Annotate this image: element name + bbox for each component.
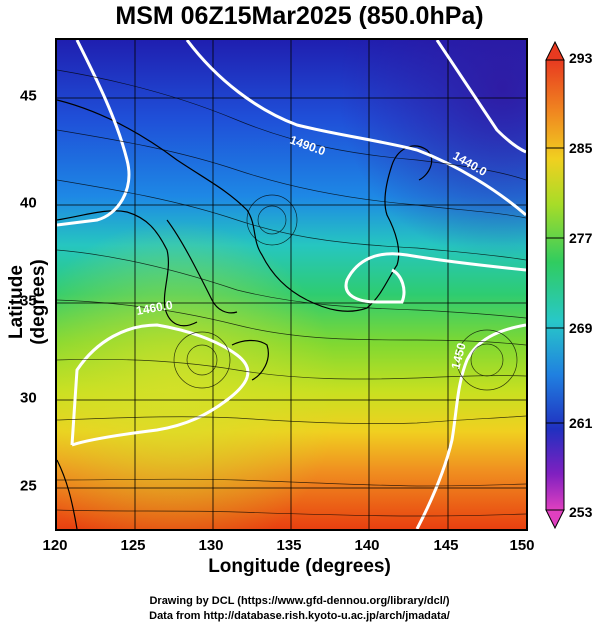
- temperature-field-svg: 1490.0 1440.0 1450 1460.0: [57, 40, 526, 529]
- colorbar-tick-253: 253: [569, 504, 593, 520]
- x-tick-135: 135: [276, 537, 302, 554]
- colorbar-tick-277: 277: [569, 230, 593, 246]
- x-tick-125: 125: [120, 537, 146, 554]
- colorbar: [545, 40, 565, 530]
- contour-label-1460: 1460.0: [135, 298, 174, 318]
- credit-drawing: Drawing by DCL (https://www.gfd-dennou.o…: [149, 595, 450, 607]
- wind-streamlines: [57, 69, 526, 517]
- map-plot-area: 1490.0 1440.0 1450 1460.0: [55, 38, 528, 531]
- colorbar-tick-269: 269: [569, 320, 593, 336]
- credit-data-source: Data from http://database.rish.kyoto-u.a…: [149, 610, 450, 622]
- map-title: MSM 06Z15Mar2025 (850.0hPa): [115, 2, 484, 30]
- grid-lines: [57, 40, 526, 529]
- y-tick-35: 35: [20, 292, 37, 310]
- x-tick-130: 130: [198, 537, 224, 554]
- y-tick-25: 25: [20, 477, 37, 495]
- x-tick-145: 145: [433, 537, 459, 554]
- x-tick-120: 120: [42, 537, 68, 554]
- x-tick-140: 140: [354, 537, 380, 554]
- x-axis-label: Longitude (degrees): [208, 556, 391, 577]
- height-contours: [57, 40, 526, 529]
- colorbar-tick-293: 293: [569, 50, 593, 66]
- y-tick-30: 30: [20, 389, 37, 407]
- x-tick-150: 150: [509, 537, 535, 554]
- y-axis-label: Latitude (degrees): [6, 259, 49, 345]
- y-tick-40: 40: [20, 194, 37, 212]
- colorbar-tick-285: 285: [569, 140, 593, 156]
- colorbar-tick-261: 261: [569, 415, 593, 431]
- y-tick-45: 45: [20, 87, 37, 105]
- contour-label-1450: 1450: [448, 341, 469, 371]
